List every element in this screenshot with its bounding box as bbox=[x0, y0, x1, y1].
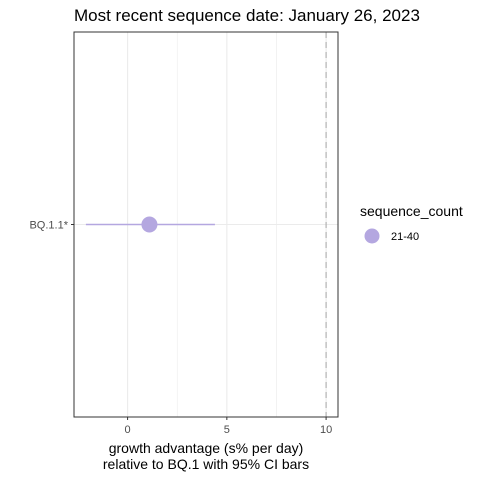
legend-entry-label: 21-40 bbox=[391, 231, 419, 243]
y-axis-ticks: BQ.1.1* bbox=[29, 220, 74, 232]
y-tick-label: BQ.1.1* bbox=[29, 220, 68, 232]
x-tick-label: 0 bbox=[125, 424, 131, 436]
chart-title: Most recent sequence date: January 26, 2… bbox=[74, 6, 420, 25]
data-marks bbox=[85, 216, 215, 233]
x-tick-label: 5 bbox=[224, 424, 230, 436]
x-tick-label: 10 bbox=[320, 424, 332, 436]
x-axis-label-line2: relative to BQ.1 with 95% CI bars bbox=[103, 456, 309, 472]
legend: sequence_count 21-40 bbox=[360, 203, 463, 244]
x-axis-ticks: 0 5 10 bbox=[125, 417, 332, 436]
legend-title: sequence_count bbox=[360, 203, 463, 219]
data-point bbox=[141, 216, 158, 233]
x-axis-label-line1: growth advantage (s% per day) bbox=[109, 440, 304, 456]
legend-swatch bbox=[364, 228, 380, 244]
